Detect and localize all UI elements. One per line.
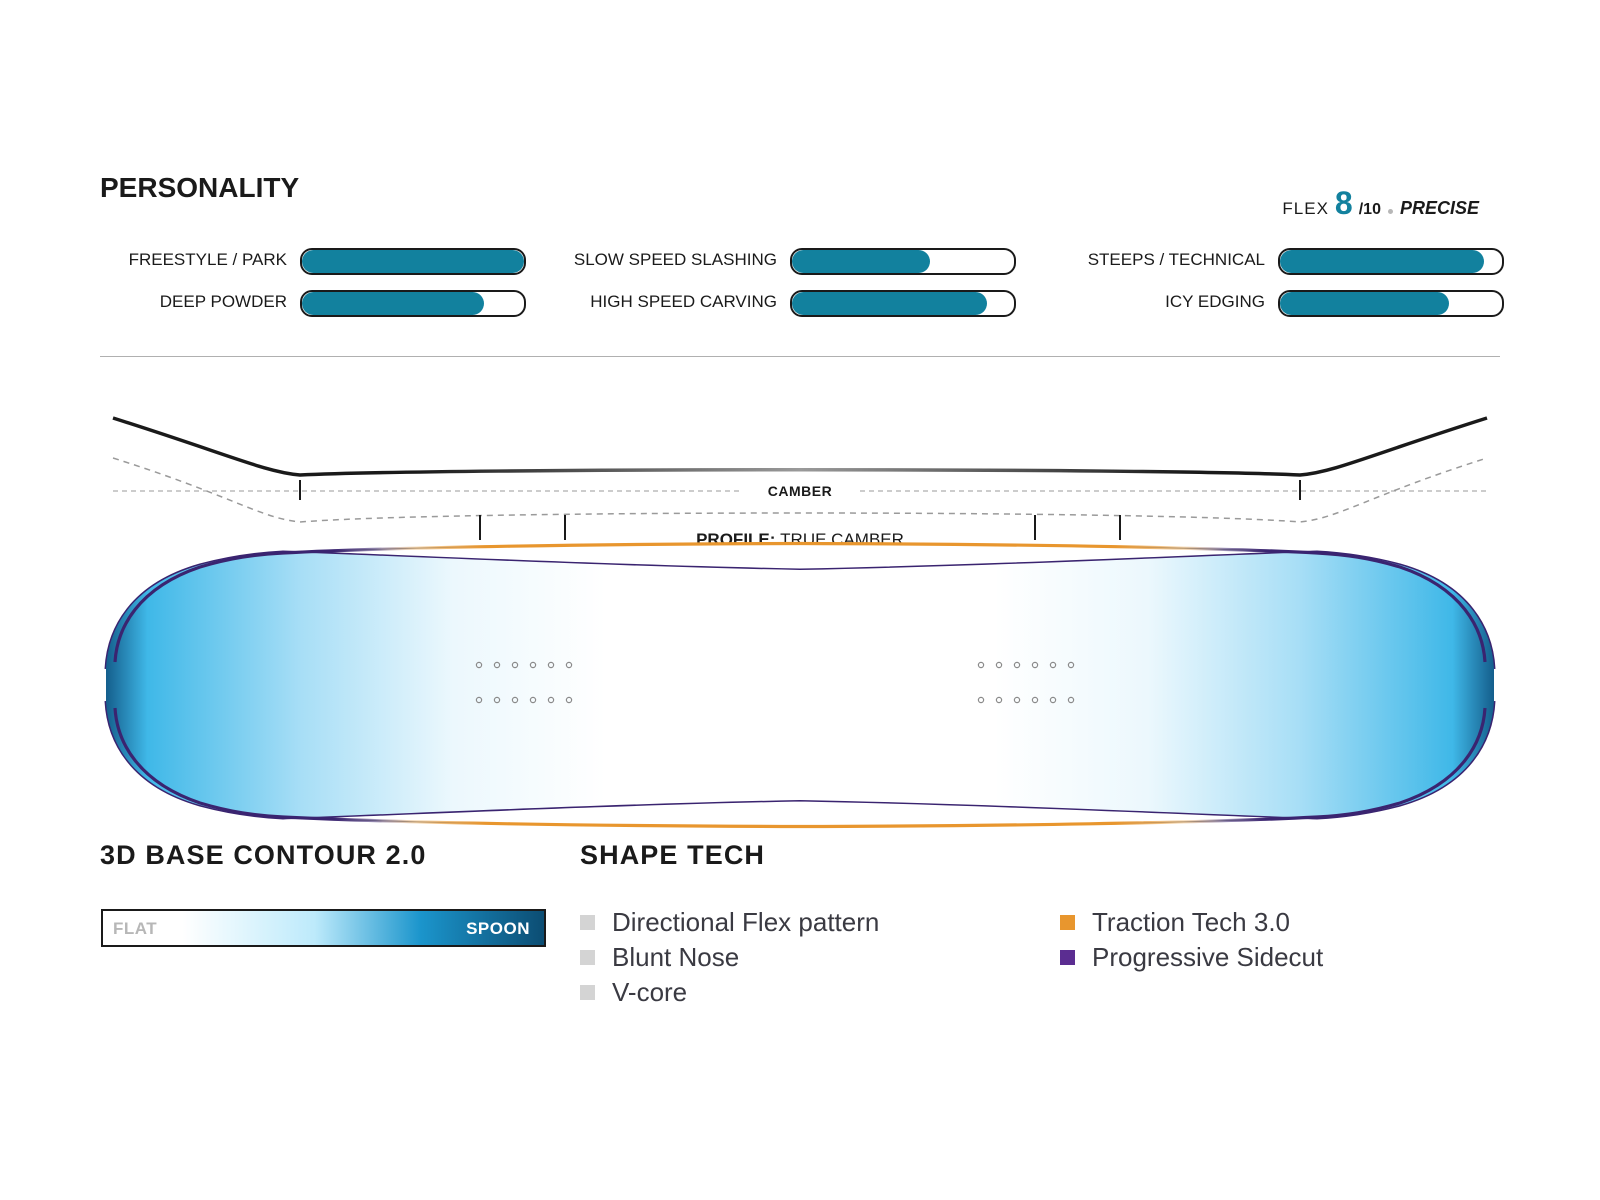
svg-text:CAMBER: CAMBER [768,483,832,499]
